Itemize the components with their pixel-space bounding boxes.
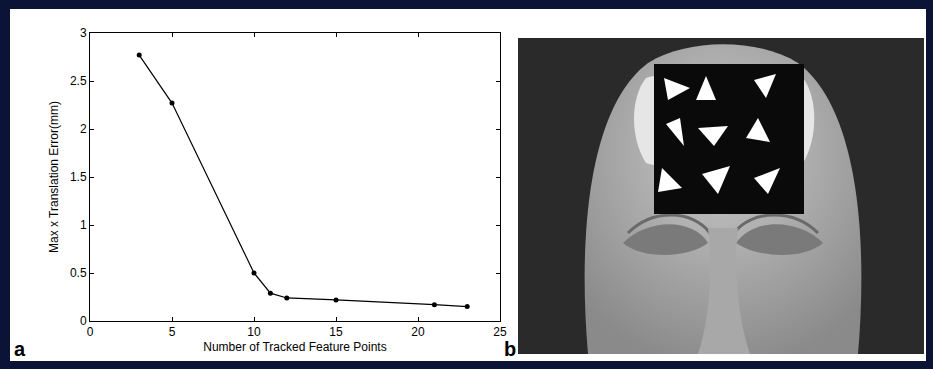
svg-text:0: 0	[80, 314, 87, 328]
svg-text:15: 15	[329, 325, 343, 339]
svg-text:1: 1	[80, 218, 87, 232]
svg-text:3: 3	[80, 26, 87, 40]
svg-text:0.5: 0.5	[70, 266, 87, 280]
html-text:b: b	[504, 338, 517, 360]
html-text:a: a	[14, 338, 26, 360]
svg-text:1.5: 1.5	[70, 170, 87, 184]
svg-text:25: 25	[493, 325, 507, 339]
svg-text:5: 5	[169, 325, 176, 339]
svg-text:20: 20	[411, 325, 425, 339]
svg-text:0: 0	[87, 325, 94, 339]
svg-text:10: 10	[247, 325, 261, 339]
svg-text:Number of Tracked Feature Poin: Number of Tracked Feature Points	[203, 340, 386, 354]
svg-text:2: 2	[80, 122, 87, 136]
svg-text:2.5: 2.5	[70, 74, 87, 88]
svg-text:Max x Translation Error(mm): Max x Translation Error(mm)	[47, 101, 61, 253]
